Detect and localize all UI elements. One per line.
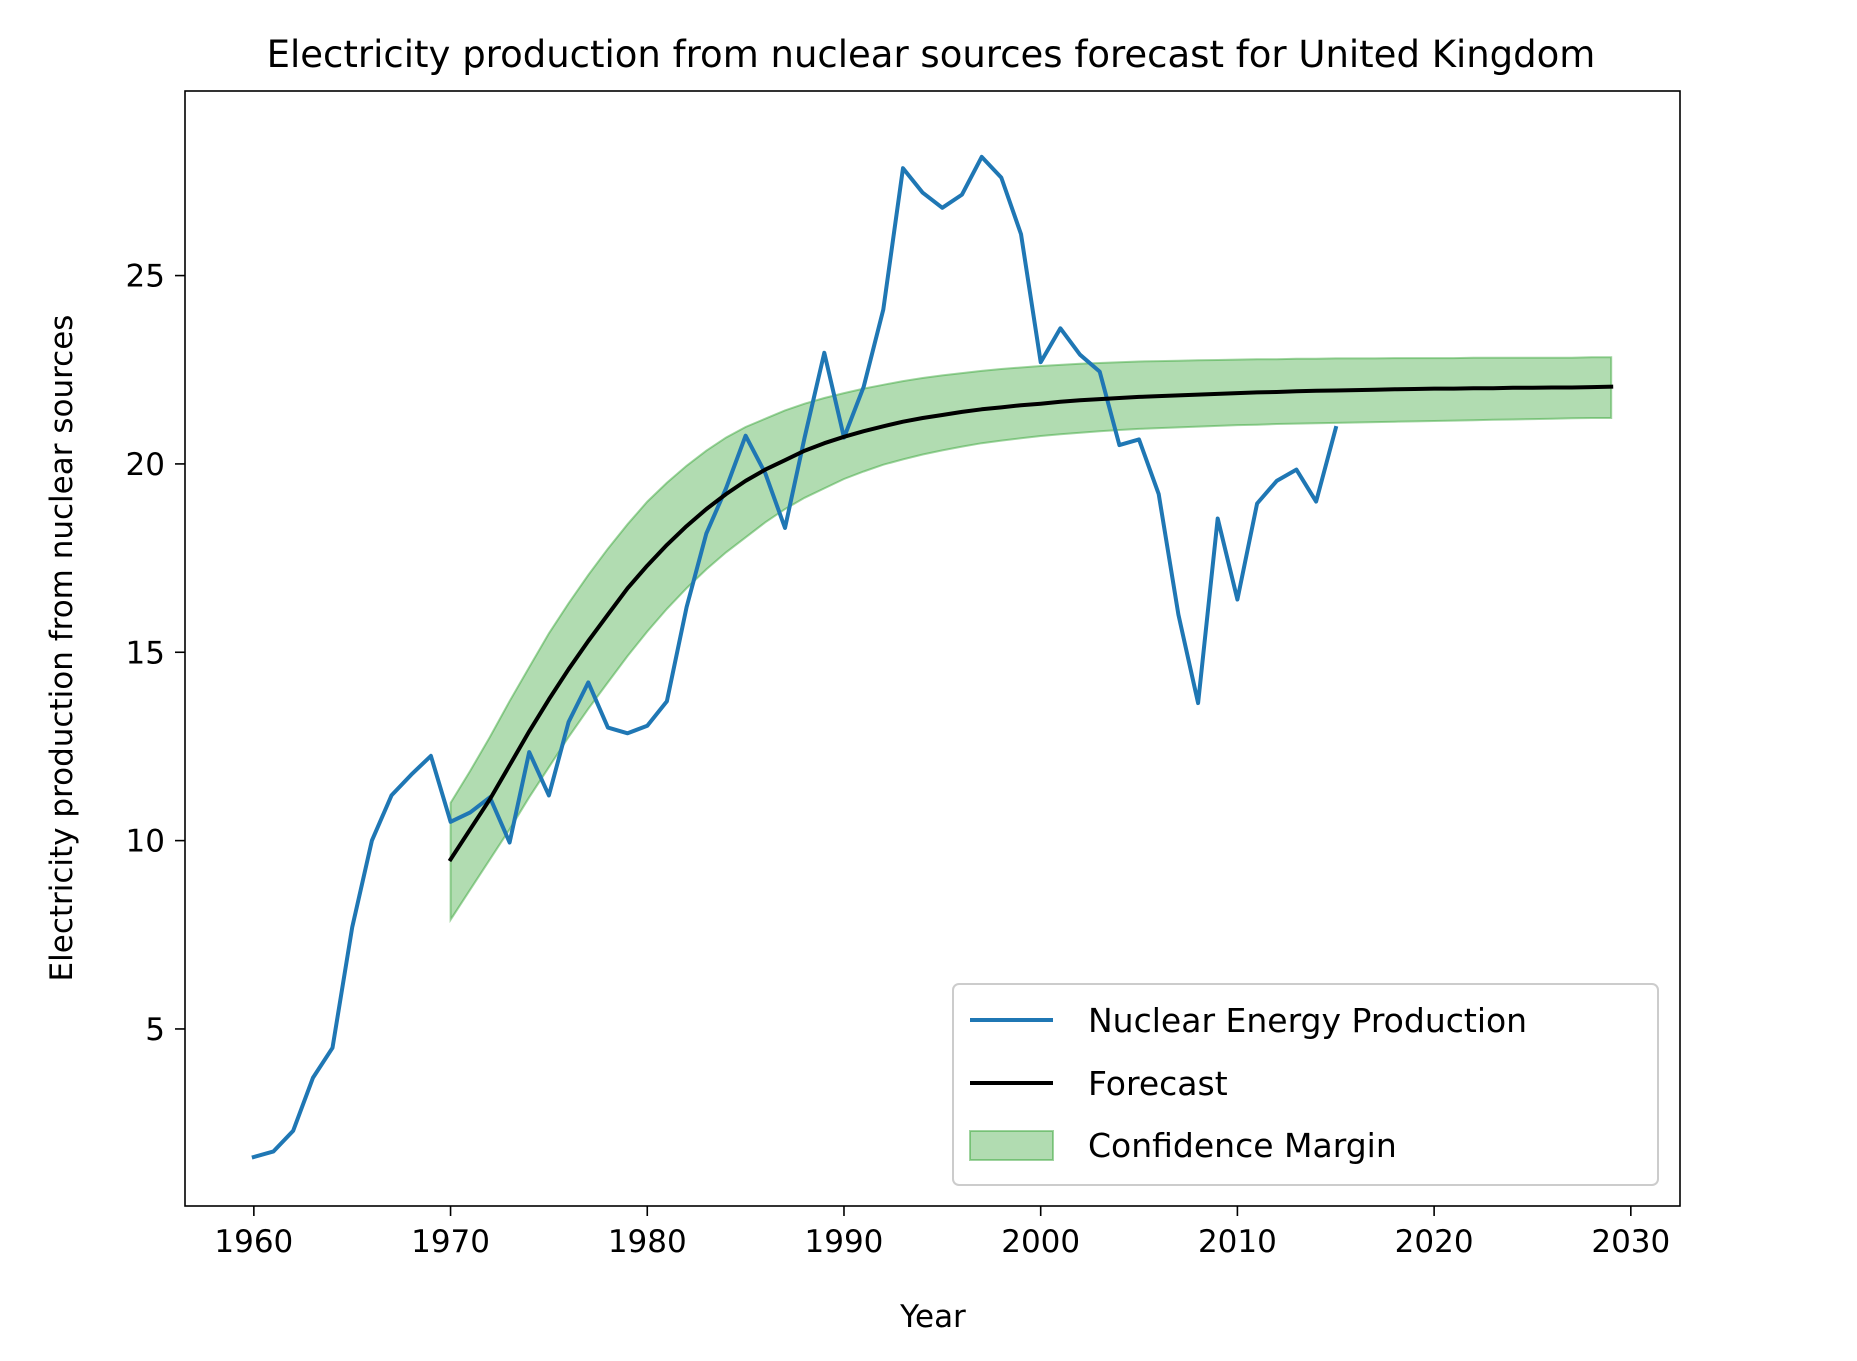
data-point-1994 (921, 191, 925, 195)
data-point-2012 (1275, 479, 1279, 483)
data-point-1996 (960, 193, 964, 197)
data-point-2014 (1314, 500, 1318, 504)
legend-box (952, 983, 1659, 1186)
data-point-1968 (409, 773, 413, 777)
data-point-2013 (1294, 468, 1298, 472)
x-tick-label-1980: 1980 (608, 1224, 687, 1260)
confidence-margin-band (449, 356, 1613, 924)
x-tick-label-1960: 1960 (214, 1224, 293, 1260)
data-point-1960 (252, 1155, 256, 1159)
y-tick-label-20: 20 (126, 447, 165, 483)
data-point-1992 (881, 308, 885, 312)
data-point-1978 (606, 726, 610, 730)
data-point-1965 (350, 925, 354, 929)
data-point-2015 (1334, 426, 1338, 430)
data-point-2003 (1098, 370, 1102, 374)
x-tick-label-1970: 1970 (411, 1224, 490, 1260)
data-point-1972 (488, 795, 492, 799)
data-point-1999 (1019, 232, 1023, 236)
data-point-1975 (547, 793, 551, 797)
data-point-2005 (1137, 437, 1141, 441)
y-axis-label: Electricity production from nuclear sour… (44, 315, 80, 982)
data-point-1980 (645, 724, 649, 728)
x-tick-label-2010: 2010 (1198, 1224, 1277, 1260)
data-point-1967 (390, 793, 394, 797)
data-point-1974 (527, 750, 531, 754)
data-point-1991 (862, 385, 866, 389)
data-point-1961 (272, 1149, 276, 1153)
y-tick-label-5: 5 (145, 1012, 165, 1048)
data-point-2010 (1235, 598, 1239, 602)
data-point-2007 (1176, 613, 1180, 617)
legend-label-confidence-margin: Confidence Margin (1088, 1126, 1397, 1165)
data-point-1976 (567, 720, 571, 724)
data-point-1966 (370, 839, 374, 843)
x-tick-label-2030: 2030 (1591, 1224, 1670, 1260)
x-axis-label: Year (899, 1299, 966, 1335)
data-point-1990 (842, 436, 846, 440)
data-point-1981 (665, 699, 669, 703)
data-point-1995 (940, 206, 944, 210)
data-point-2002 (1078, 353, 1082, 357)
data-point-1998 (999, 176, 1003, 180)
x-tick-label-2000: 2000 (1001, 1224, 1080, 1260)
x-tick-label-1990: 1990 (805, 1224, 884, 1260)
data-point-1971 (468, 810, 472, 814)
data-point-1962 (291, 1129, 295, 1133)
plot-frame (184, 90, 1681, 1207)
data-point-1988 (803, 436, 807, 440)
data-point-2000 (1039, 360, 1043, 364)
legend-label-actual: Nuclear Energy Production (1088, 1001, 1527, 1040)
data-point-1970 (449, 820, 453, 824)
data-point-1982 (685, 605, 689, 609)
y-tick-label-15: 15 (126, 635, 165, 671)
data-point-2006 (1157, 492, 1161, 496)
y-tick-label-10: 10 (126, 824, 165, 860)
x-axis: 1960 1970 1980 1990 2000 2010 2020 2030 (214, 1206, 1670, 1260)
data-point-1977 (586, 680, 590, 684)
data-point-1973 (508, 841, 512, 845)
data-point-1964 (331, 1046, 335, 1050)
data-point-1989 (822, 351, 826, 355)
y-axis: 5 10 15 20 25 (126, 259, 185, 1048)
data-point-1979 (626, 731, 630, 735)
legend-label-forecast: Forecast (1088, 1064, 1228, 1103)
data-point-1987 (783, 526, 787, 530)
legend: Nuclear Energy Production Forecast Confi… (952, 983, 1659, 1186)
nuclear-energy-production-line (251, 154, 1339, 1160)
data-point-1997 (980, 155, 984, 159)
data-point-1993 (901, 166, 905, 170)
forecast-line (447, 384, 1614, 863)
data-point-2004 (1117, 443, 1121, 447)
data-point-2011 (1255, 502, 1259, 506)
data-point-2001 (1058, 326, 1062, 330)
data-point-1963 (311, 1076, 315, 1080)
data-point-1969 (429, 754, 433, 758)
x-tick-label-2020: 2020 (1395, 1224, 1474, 1260)
data-point-1985 (744, 434, 748, 438)
legend-swatch-confidence-margin (969, 1130, 1054, 1161)
data-point-1986 (763, 471, 767, 475)
data-point-1983 (704, 532, 708, 536)
y-tick-label-25: 25 (126, 259, 165, 295)
data-point-2008 (1196, 701, 1200, 705)
chart-title: Electricity production from nuclear sour… (267, 33, 1596, 76)
data-point-2009 (1216, 517, 1220, 521)
data-point-1984 (724, 486, 728, 490)
